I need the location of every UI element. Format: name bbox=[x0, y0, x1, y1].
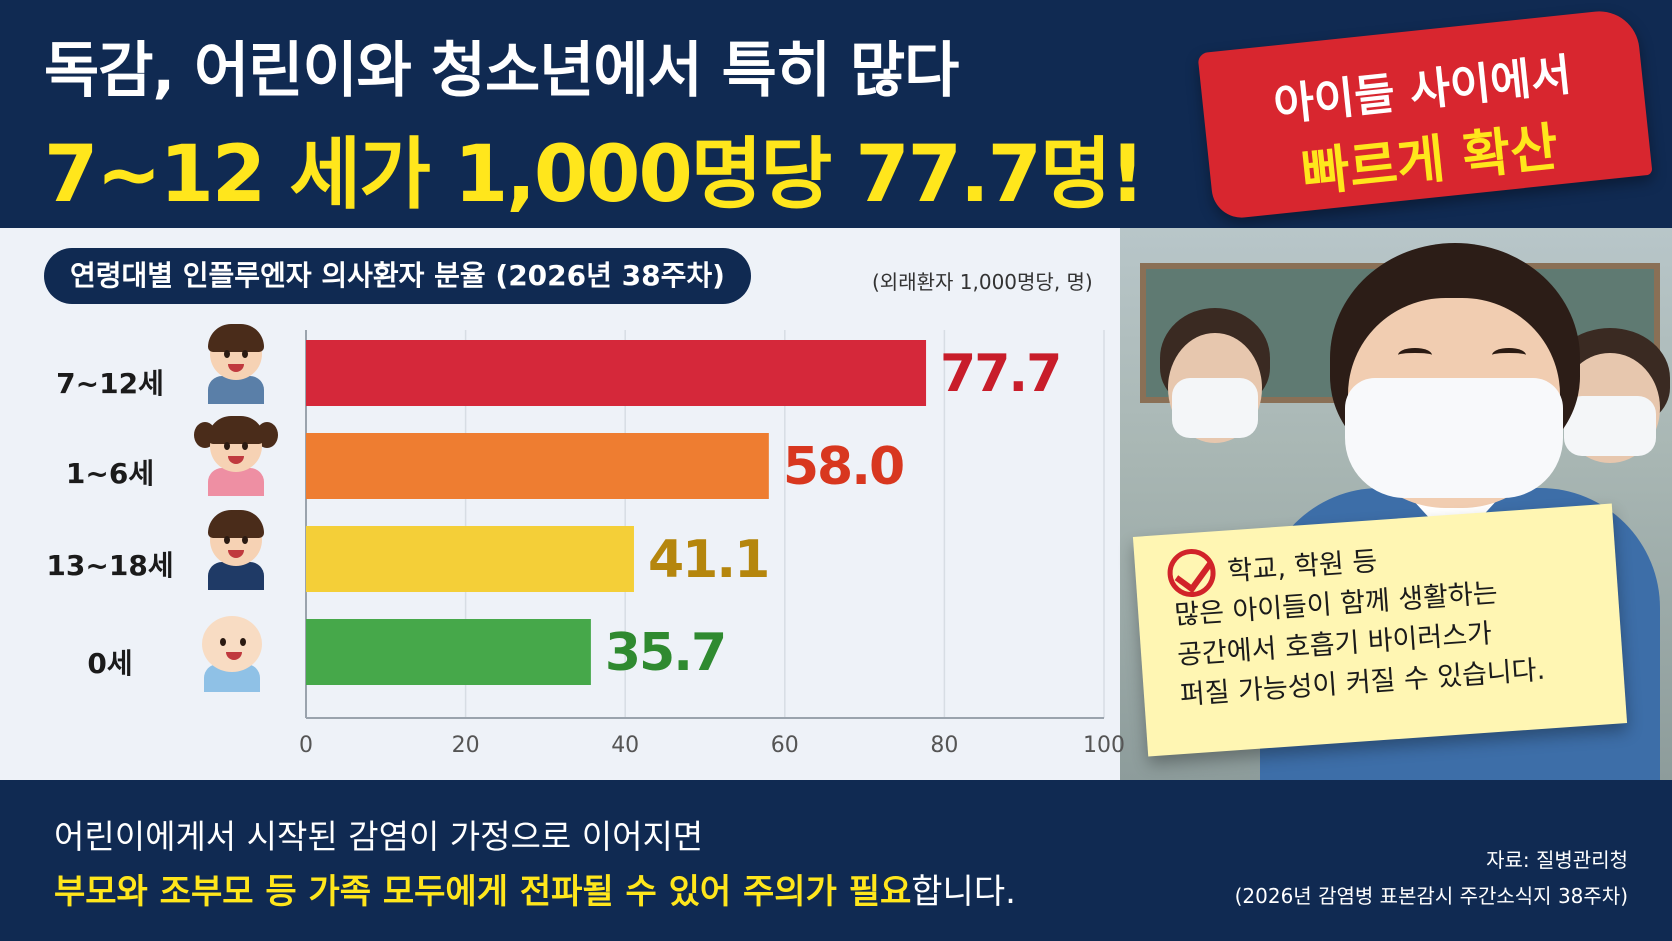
bar-value-label: 58.0 bbox=[783, 437, 903, 497]
boy-child-icon bbox=[200, 322, 272, 406]
source-detail: (2026년 감염병 표본감시 주간소식지 38주차) bbox=[1234, 884, 1628, 908]
header: 독감, 어린이와 청소년에서 특히 많다 7~12 세가 1,000명당 77.… bbox=[0, 0, 1672, 228]
bar bbox=[306, 619, 591, 685]
baby-icon bbox=[196, 610, 268, 694]
bar bbox=[306, 526, 634, 592]
chart-title: 연령대별 인플루엔자 의사환자 분율 (2026년 38주차) bbox=[44, 248, 751, 304]
chart-panel: 학교, 학원 등 많은 아이들이 함께 생활하는 공간에서 호흡기 바이러스가 … bbox=[0, 228, 1672, 780]
footer-highlight: 부모와 조부모 등 가족 모두에게 전파될 수 있어 주의가 필요 bbox=[54, 872, 912, 912]
headline-title: 독감, 어린이와 청소년에서 특히 많다 bbox=[44, 36, 959, 106]
x-tick-label: 100 bbox=[1083, 733, 1125, 758]
footer-plain: 합니다. bbox=[911, 872, 1016, 912]
category-label: 1~6세 bbox=[65, 457, 155, 490]
footer-line1: 어린이에게서 시작된 감염이 가정으로 이어지면 bbox=[54, 817, 704, 856]
teen-student-icon bbox=[200, 508, 272, 592]
bar-value-label: 41.1 bbox=[648, 530, 768, 590]
bar bbox=[306, 340, 927, 406]
x-tick-label: 20 bbox=[452, 733, 480, 758]
background-kid-mask bbox=[1564, 396, 1656, 456]
x-tick-label: 40 bbox=[611, 733, 639, 758]
footer-line2: 부모와 조부모 등 가족 모두에게 전파될 수 있어 주의가 필요합니다. bbox=[54, 864, 1016, 913]
footer: 어린이에게서 시작된 감염이 가정으로 이어지면 부모와 조부모 등 가족 모두… bbox=[0, 780, 1672, 941]
background-kid-mask bbox=[1172, 378, 1258, 438]
x-tick-label: 80 bbox=[930, 733, 958, 758]
x-tick-label: 60 bbox=[771, 733, 799, 758]
x-tick-label: 0 bbox=[299, 733, 313, 758]
headline-subtitle: 7~12 세가 1,000명당 77.7명! bbox=[44, 130, 1145, 220]
bar-value-label: 35.7 bbox=[605, 623, 725, 683]
girl-child-icon bbox=[194, 414, 278, 498]
kid-eye bbox=[1492, 348, 1526, 362]
kid-eye bbox=[1398, 348, 1432, 362]
category-label: 7~12세 bbox=[56, 367, 164, 400]
kid-mask bbox=[1345, 378, 1563, 498]
category-label: 0세 bbox=[87, 647, 133, 680]
bar-value-label: 77.7 bbox=[940, 344, 1060, 404]
bar bbox=[306, 433, 769, 499]
chart-unit: (외래환자 1,000명당, 명) bbox=[872, 270, 1093, 294]
category-label: 13~18세 bbox=[46, 549, 174, 582]
source-label: 자료: 질병관리청 bbox=[1486, 848, 1628, 872]
